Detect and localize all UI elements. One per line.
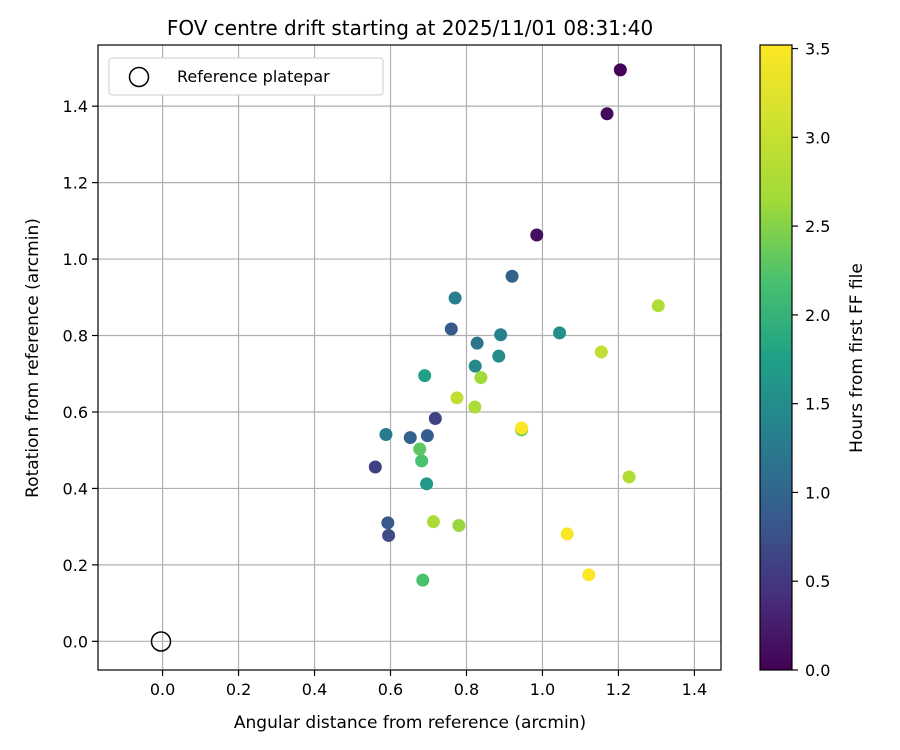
data-point-31 (452, 519, 466, 533)
data-point-2 (530, 228, 544, 242)
data-point-34 (416, 573, 430, 587)
data-point-8 (553, 326, 567, 340)
legend: Reference platepar (108, 57, 384, 96)
reference-point-marker (150, 631, 172, 652)
data-point-29 (382, 528, 396, 542)
data-point-14 (468, 400, 482, 414)
colorbar-tick-label-4: 2.0 (805, 306, 830, 325)
data-point-28 (381, 516, 395, 530)
plot-frame (97, 44, 722, 671)
x-tick-label-6: 1.2 (606, 680, 631, 699)
grid-lines (98, 45, 721, 670)
data-point-30 (426, 515, 440, 529)
y-axis-label: Rotation from reference (arcmin) (23, 218, 43, 498)
data-point-25 (594, 345, 608, 359)
data-point-4 (448, 291, 462, 305)
x-tick-label-4: 0.8 (454, 680, 479, 699)
y-tick-label-6: 1.2 (63, 174, 88, 193)
colorbar-tick-label-5: 2.5 (805, 217, 830, 236)
data-point-15 (428, 411, 442, 425)
data-point-3 (505, 269, 519, 283)
colorbar-label: Hours from first FF file (847, 263, 867, 453)
y-tick-label-5: 1.0 (63, 250, 88, 269)
data-point-21 (368, 460, 382, 474)
colorbar-tick-label-6: 3.0 (805, 128, 830, 147)
legend-box (108, 57, 384, 96)
data-point-9 (492, 349, 506, 363)
data-point-20 (515, 421, 529, 435)
data-point-0 (613, 63, 627, 77)
y-tick-label-1: 0.2 (63, 556, 88, 575)
y-tick-label-4: 0.8 (63, 327, 88, 346)
data-point-17 (403, 431, 417, 445)
data-point-23 (415, 454, 429, 468)
data-point-26 (651, 299, 665, 313)
colorbar-tick-label-2: 1.0 (805, 483, 830, 502)
x-tick-label-3: 0.6 (378, 680, 403, 699)
colorbar (759, 44, 793, 671)
data-point-12 (474, 371, 488, 385)
y-tick-label-0: 0.0 (63, 632, 88, 651)
y-axis-ticks: 0.0 0.2 0.4 0.6 0.8 1.0 1.2 1.4 (63, 97, 98, 651)
colorbar-tick-label-7: 3.5 (805, 40, 830, 59)
data-point-5 (444, 322, 458, 336)
data-point-22 (413, 442, 427, 456)
data-point-18 (420, 429, 434, 443)
data-point-13 (450, 391, 464, 405)
y-tick-label-3: 0.6 (63, 403, 88, 422)
data-point-24 (420, 477, 434, 491)
chart-title: FOV centre drift starting at 2025/11/01 … (167, 16, 653, 40)
x-tick-label-2: 0.4 (302, 680, 327, 699)
data-point-6 (470, 336, 484, 350)
data-point-1 (600, 107, 614, 121)
data-point-32 (560, 527, 574, 541)
data-point-16 (379, 428, 393, 442)
colorbar-tick-label-1: 0.5 (805, 572, 830, 591)
colorbar-tick-label-0: 0.0 (805, 661, 830, 680)
data-point-33 (582, 568, 596, 582)
legend-open-circle-icon (128, 66, 150, 88)
data-points (368, 63, 665, 587)
x-axis-label: Angular distance from reference (arcmin) (234, 713, 586, 733)
legend-label: Reference platepar (177, 67, 330, 86)
x-tick-label-0: 0.0 (150, 680, 175, 699)
data-point-27 (622, 470, 636, 484)
x-tick-label-1: 0.2 (226, 680, 251, 699)
x-tick-label-7: 1.4 (682, 680, 707, 699)
data-point-7 (494, 328, 508, 342)
y-tick-label-7: 1.4 (63, 97, 88, 116)
colorbar-ticks: 0.0 0.5 1.0 1.5 2.0 2.5 3.0 3.5 (792, 40, 830, 680)
data-point-11 (418, 369, 432, 383)
x-tick-label-5: 1.0 (530, 680, 555, 699)
y-tick-label-2: 0.4 (63, 479, 88, 498)
colorbar-tick-label-3: 1.5 (805, 395, 830, 414)
data-point-10 (468, 359, 482, 373)
x-axis-ticks: 0.0 0.2 0.4 0.6 0.8 1.0 1.2 1.4 (150, 670, 707, 699)
